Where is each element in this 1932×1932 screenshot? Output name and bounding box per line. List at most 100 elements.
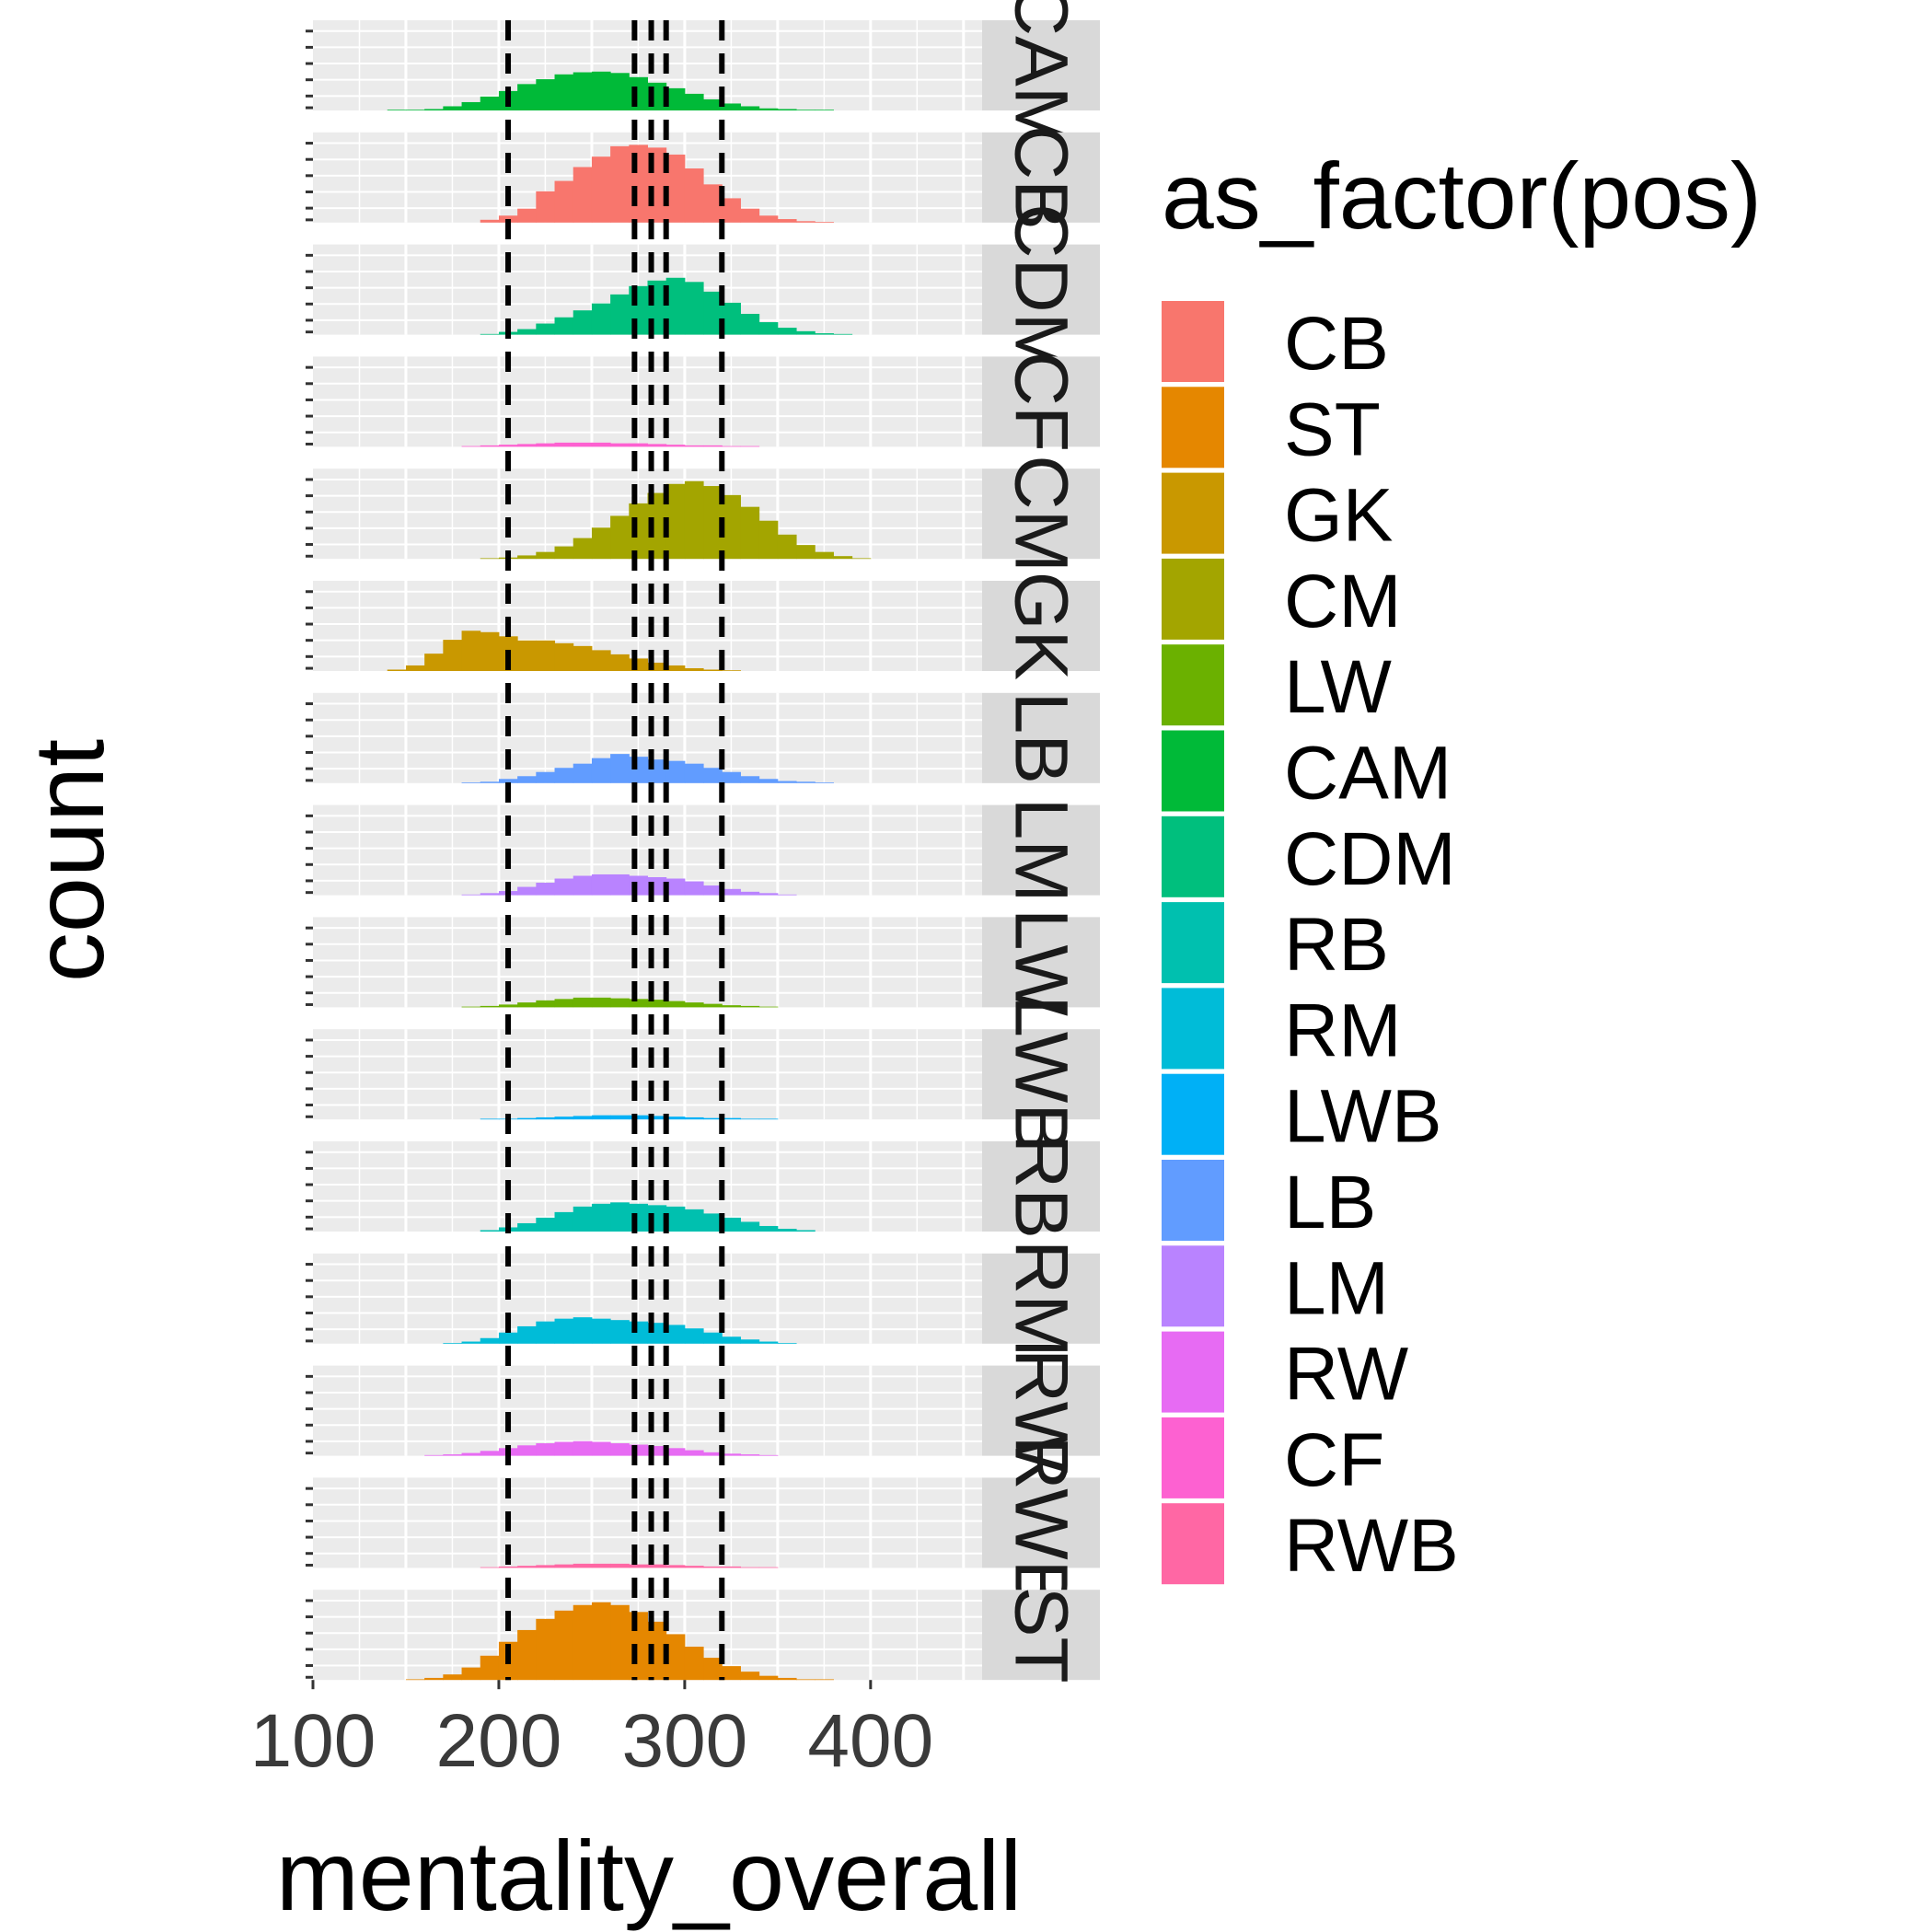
strip-background <box>982 132 1100 223</box>
histogram-bar <box>573 1317 593 1344</box>
histogram-bar <box>591 1563 611 1568</box>
x-axis: 100 200 300 400 <box>250 1680 933 1783</box>
histogram-bar <box>740 1221 760 1232</box>
histogram-bar <box>665 665 686 671</box>
histogram-bar <box>461 445 481 447</box>
histogram-bar <box>777 1677 797 1681</box>
histogram-bar <box>740 445 760 447</box>
facet-panel-rm <box>306 1253 982 1344</box>
legend-swatch <box>1162 1073 1224 1155</box>
facet-strip-cm: CM <box>982 455 1100 573</box>
histogram-bar <box>573 167 593 223</box>
histogram-bar <box>703 1213 723 1232</box>
strip-background <box>982 356 1100 447</box>
histogram-bar <box>443 1674 463 1681</box>
histogram-bar <box>684 1647 704 1681</box>
y-axis-title: count <box>13 739 124 982</box>
legend-swatch <box>1162 387 1224 469</box>
legend-item-rwb: RWB <box>1162 1503 1459 1588</box>
histogram-bar <box>536 191 556 223</box>
histogram-bar <box>517 1002 537 1008</box>
facet-panel-rw <box>306 1365 982 1456</box>
histogram-bar <box>777 781 797 783</box>
histogram-bar <box>703 1003 723 1008</box>
histogram-bar <box>461 1006 481 1008</box>
histogram-bar <box>665 277 686 335</box>
legend-label: LW <box>1284 645 1393 729</box>
histogram-bar <box>554 180 574 223</box>
histogram-bar <box>405 1679 425 1681</box>
facet-strip-rw: RW <box>982 1348 1100 1474</box>
histogram-bar <box>684 763 704 783</box>
histogram-bar <box>461 1341 481 1344</box>
histogram-bar <box>665 87 686 110</box>
histogram-bar <box>684 1450 704 1456</box>
legend-item-cam: CAM <box>1162 730 1452 816</box>
histogram-bar <box>629 1115 648 1120</box>
histogram-bar <box>591 1602 611 1681</box>
strip-background <box>982 692 1100 783</box>
legend-swatch <box>1162 730 1224 812</box>
histogram-bar <box>517 1629 537 1681</box>
histogram-bar <box>517 329 537 335</box>
histogram-bar <box>740 208 760 223</box>
histogram-bar <box>703 768 723 783</box>
histogram-bar <box>536 640 556 671</box>
strip-background <box>982 581 1100 671</box>
histogram-bar <box>554 1116 574 1120</box>
histogram-bar <box>703 669 723 671</box>
legend-item-rb: RB <box>1162 902 1389 987</box>
x-tick-label: 400 <box>807 1699 933 1783</box>
histogram-bar <box>610 1202 630 1232</box>
histogram-bar <box>740 313 760 335</box>
facet-panel-gk <box>306 581 982 671</box>
histogram-bar <box>722 670 741 671</box>
histogram-bar <box>480 1655 500 1681</box>
histogram-bar <box>629 1564 648 1568</box>
histogram-bar <box>740 1672 760 1681</box>
histogram-bar <box>740 106 760 110</box>
legend-title: as_factor(pos) <box>1162 144 1762 249</box>
histogram-bar <box>480 781 500 783</box>
histogram-bar <box>554 442 574 447</box>
histogram-bar <box>647 444 667 447</box>
legend-label: CF <box>1284 1418 1384 1502</box>
facet-strip-label: GK <box>1000 572 1083 680</box>
histogram-bar <box>517 1222 537 1232</box>
legend-swatch <box>1162 1417 1224 1498</box>
histogram-bar <box>424 1677 444 1681</box>
histogram-bar <box>591 997 611 1008</box>
facet-panel-lwb <box>306 1029 982 1120</box>
facet-strip-cf: CF <box>982 352 1100 452</box>
legend-label: CM <box>1284 560 1402 643</box>
facet-panel-cdm <box>306 244 982 335</box>
histogram-bar <box>536 551 556 560</box>
histogram-bar <box>703 98 723 110</box>
facet-strip-lb: LB <box>982 692 1100 784</box>
histogram-bar <box>424 109 444 110</box>
strip-background <box>982 20 1100 110</box>
histogram-bar <box>591 156 611 223</box>
facet-panel-lm <box>306 804 982 896</box>
histogram-bar <box>665 1001 686 1008</box>
histogram-bar <box>536 883 556 896</box>
histogram-bar <box>480 96 500 110</box>
histogram-bar <box>684 282 704 335</box>
histogram-bar <box>554 642 574 671</box>
histogram-bar <box>591 303 611 335</box>
strip-background <box>982 1029 1100 1120</box>
histogram-bar <box>573 1440 593 1456</box>
histogram-bar <box>684 1209 704 1232</box>
histogram-bar <box>443 1343 463 1344</box>
histogram-bar <box>573 645 593 671</box>
histogram-bar <box>480 1118 500 1120</box>
histogram-bar <box>665 154 686 223</box>
facet-panel-cf <box>306 356 982 447</box>
histogram-bar <box>480 1230 500 1232</box>
legend-label: LM <box>1284 1246 1389 1330</box>
histogram-bar <box>722 1453 741 1456</box>
facet-strip-lm: LM <box>982 798 1100 903</box>
histogram-bar <box>591 1441 611 1456</box>
facet-panel-rwb <box>306 1477 982 1568</box>
histogram-bar <box>554 546 574 560</box>
